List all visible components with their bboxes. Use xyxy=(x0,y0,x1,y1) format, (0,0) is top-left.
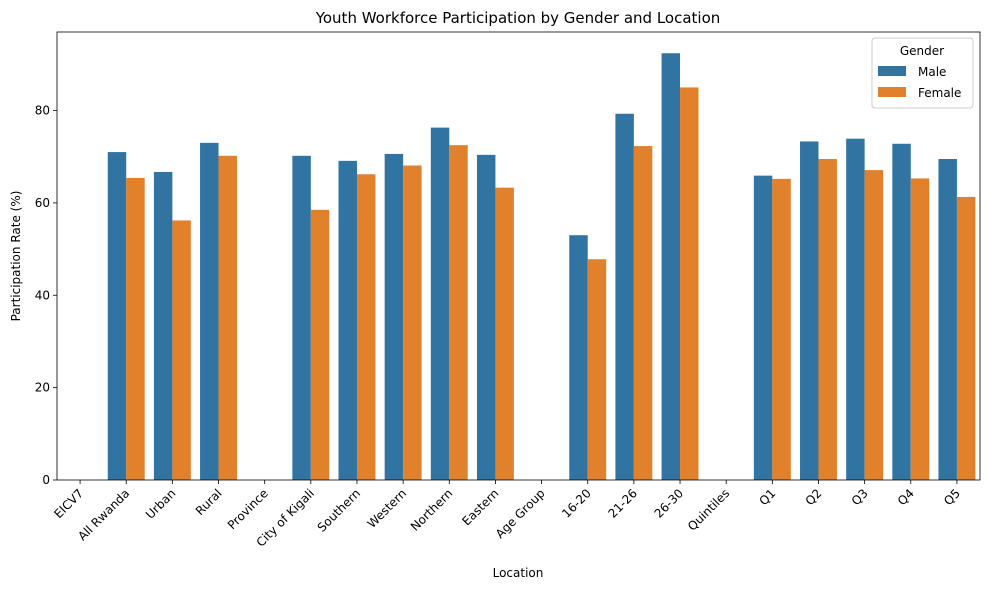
bar-female-all-rwanda xyxy=(126,177,145,480)
x-tick-label: Province xyxy=(225,486,271,532)
x-tick-label: EICV7 xyxy=(51,486,86,521)
x-tick-label: Eastern xyxy=(459,486,501,528)
x-tick-label: 26-30 xyxy=(652,486,687,521)
x-tick-label: Northern xyxy=(408,486,456,534)
bar-male-eastern xyxy=(476,154,496,480)
x-tick-label: Q1 xyxy=(756,486,778,508)
chart-title: Youth Workforce Participation by Gender … xyxy=(315,9,721,27)
bar-male-q3 xyxy=(846,138,865,480)
x-tick-label: Q3 xyxy=(849,486,871,508)
x-tick-label: Urban xyxy=(143,486,179,522)
y-tick-label: 0 xyxy=(42,473,50,487)
plot-frame xyxy=(56,31,981,481)
bar-male-all-rwanda xyxy=(107,152,127,481)
legend: Gender Male Female xyxy=(871,37,974,109)
x-tick-label: Age Group xyxy=(493,486,548,541)
bar-male-q5 xyxy=(938,159,957,480)
bar-female-q2 xyxy=(818,159,837,480)
bar-male-northern xyxy=(430,127,450,480)
x-tick-label: Q2 xyxy=(803,486,825,508)
bar-male-16-20 xyxy=(569,235,588,480)
bar-female-q1 xyxy=(772,178,791,480)
y-tick-label: 60 xyxy=(35,196,50,210)
y-axis-label: Participation Rate (%) xyxy=(9,191,23,322)
x-tick-label: Southern xyxy=(315,486,364,535)
bar-female-western xyxy=(403,165,422,480)
bar-male-q4 xyxy=(892,143,911,480)
bar-female-26-30 xyxy=(680,87,699,481)
bar-female-northern xyxy=(449,145,468,480)
legend-label-female: Female xyxy=(918,86,961,100)
bar-female-southern xyxy=(356,174,376,481)
x-tick-label: 16-20 xyxy=(559,486,594,521)
bar-male-western xyxy=(384,153,404,480)
bar-male-q1 xyxy=(753,175,773,480)
y-tick-label: 80 xyxy=(35,104,50,118)
bar-male-rural xyxy=(200,142,219,480)
bars-layer xyxy=(107,53,976,481)
bar-female-rural xyxy=(218,155,237,480)
bar-female-21-26 xyxy=(633,146,653,480)
bar-male-q2 xyxy=(800,141,819,481)
bar-male-21-26 xyxy=(615,113,634,481)
bar-male-city-of-kigali xyxy=(292,155,311,480)
bar-male-26-30 xyxy=(661,53,681,480)
x-tick-label: Q5 xyxy=(941,486,963,508)
bar-female-q4 xyxy=(910,178,930,480)
legend-swatch-female xyxy=(878,87,906,97)
bar-female-eastern xyxy=(495,187,514,480)
bar-male-urban xyxy=(153,171,173,480)
x-tick-label: 21-26 xyxy=(605,486,640,521)
y-tick-label: 20 xyxy=(35,381,50,395)
y-tick-label: 40 xyxy=(35,288,50,302)
bar-male-southern xyxy=(338,160,357,480)
x-tick-label: Q4 xyxy=(895,486,917,508)
x-tick-label: Western xyxy=(365,486,410,531)
bar-female-city-of-kigali xyxy=(310,209,330,480)
bar-female-q3 xyxy=(864,170,884,480)
legend-label-male: Male xyxy=(918,65,946,79)
bar-female-16-20 xyxy=(587,259,607,480)
x-tick-label: Rural xyxy=(193,486,225,518)
bar-female-urban xyxy=(172,220,191,480)
legend-title: Gender xyxy=(900,44,944,58)
x-tick-label: Quintiles xyxy=(685,486,732,533)
x-axis-label: Location xyxy=(493,566,544,580)
bar-female-q5 xyxy=(956,196,976,480)
legend-swatch-male xyxy=(878,66,906,76)
